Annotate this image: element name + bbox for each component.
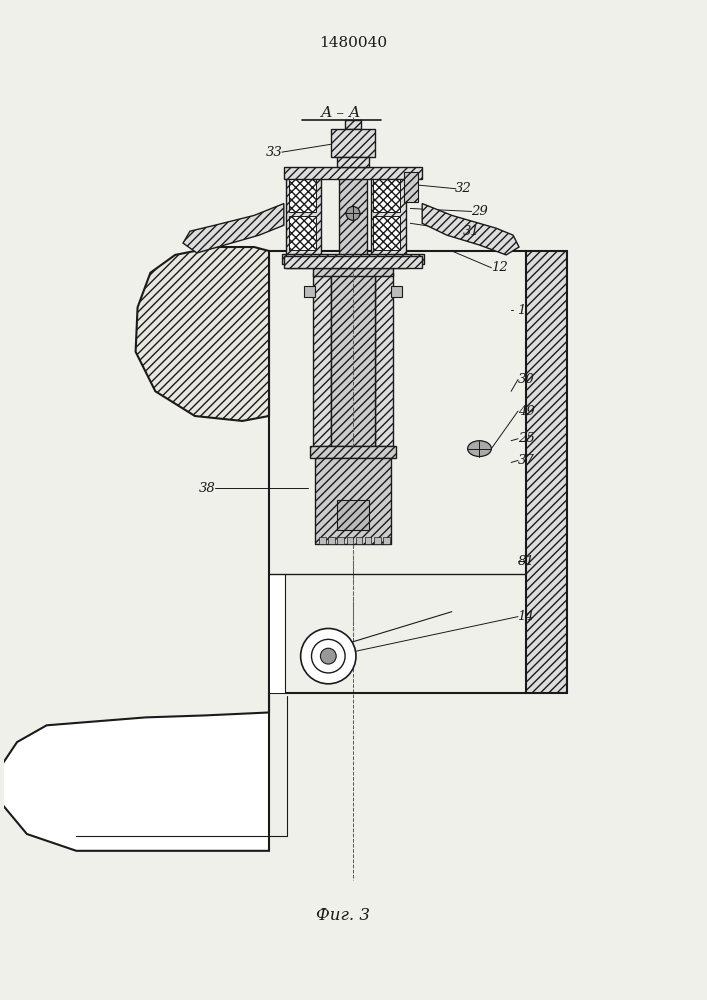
Bar [526, 251, 568, 693]
Bar [345, 120, 361, 129]
Text: 1: 1 [517, 304, 525, 317]
Bar [313, 273, 332, 446]
Polygon shape [0, 693, 269, 851]
Bar [382, 537, 390, 544]
Bar [315, 458, 390, 544]
Bar [404, 172, 419, 202]
Bar [346, 537, 354, 544]
Bar [320, 537, 327, 544]
Text: 37: 37 [518, 454, 534, 467]
Polygon shape [136, 247, 269, 421]
Bar [282, 254, 424, 264]
Text: 12: 12 [491, 261, 508, 274]
Text: 14: 14 [518, 610, 534, 623]
Bar [337, 157, 369, 167]
Bar [332, 268, 375, 446]
Bar [303, 286, 315, 297]
Text: 32: 32 [455, 182, 472, 195]
Polygon shape [422, 204, 519, 255]
Bar [373, 537, 380, 544]
Text: А – А: А – А [321, 106, 361, 120]
Bar [375, 273, 392, 446]
Text: 49: 49 [518, 405, 534, 418]
Circle shape [320, 648, 337, 664]
Bar [286, 177, 322, 268]
Text: 30: 30 [518, 373, 534, 386]
Text: 31: 31 [463, 225, 480, 238]
Bar [288, 216, 317, 250]
Bar [329, 537, 335, 544]
Bar [356, 537, 363, 544]
Circle shape [346, 207, 360, 220]
Text: Фиг. 3: Фиг. 3 [316, 907, 370, 924]
Bar [313, 268, 392, 276]
Text: 33: 33 [266, 146, 282, 159]
Text: 81: 81 [518, 555, 534, 568]
Circle shape [312, 639, 345, 673]
Text: 25: 25 [518, 432, 534, 445]
Bar [332, 129, 375, 157]
Ellipse shape [467, 441, 491, 457]
Circle shape [300, 628, 356, 684]
Text: 38: 38 [199, 482, 215, 495]
Bar [284, 167, 422, 179]
Bar [373, 179, 400, 212]
Bar [337, 537, 344, 544]
Bar [337, 500, 369, 530]
Polygon shape [183, 204, 284, 253]
Bar [373, 216, 400, 250]
Text: 1480040: 1480040 [319, 36, 387, 50]
Bar [284, 256, 422, 268]
Bar [288, 179, 317, 212]
Bar [370, 177, 407, 268]
Bar [339, 167, 367, 268]
Bar [390, 286, 402, 297]
Bar [310, 446, 397, 458]
Bar [269, 574, 285, 693]
Text: 29: 29 [471, 205, 488, 218]
Bar [365, 537, 371, 544]
